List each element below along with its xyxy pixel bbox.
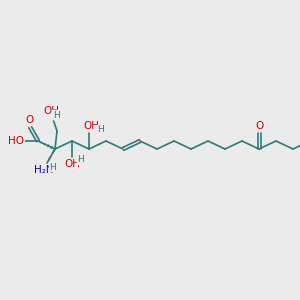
Text: H: H — [98, 125, 104, 134]
Text: H: H — [52, 110, 59, 119]
Text: O: O — [255, 121, 263, 131]
Text: OH: OH — [64, 159, 80, 169]
Text: H: H — [50, 163, 56, 172]
Text: HO: HO — [8, 136, 24, 146]
Text: OH: OH — [43, 106, 59, 116]
Text: OH: OH — [83, 121, 99, 131]
Text: H₂N: H₂N — [34, 165, 54, 175]
Text: O: O — [26, 115, 34, 125]
Text: H: H — [78, 155, 84, 164]
